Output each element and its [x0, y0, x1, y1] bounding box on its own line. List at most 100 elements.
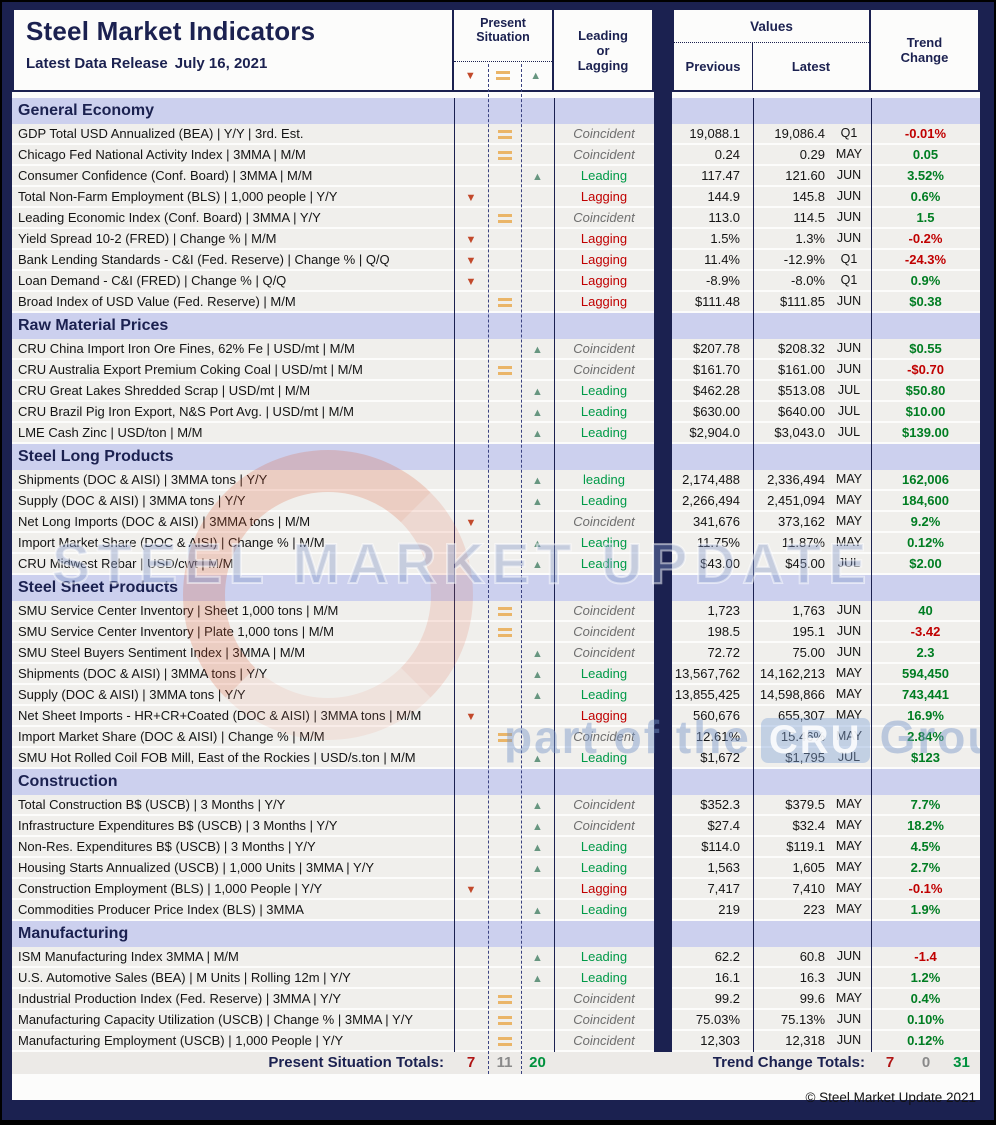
trend-change-value: -3.42 [871, 622, 980, 641]
present-situation-down-cell [454, 900, 488, 919]
section-title: Steel Sheet Products [12, 575, 654, 601]
latest-value: $111.85 [753, 292, 827, 311]
latest-value: $45.00 [753, 554, 827, 573]
indicator-name: CRU Midwest Rebar | USD/cwt | M/M [12, 554, 454, 573]
period-label: MAY [827, 900, 871, 919]
present-situation-up-cell [521, 1031, 554, 1050]
equal-icon [497, 298, 512, 308]
leading-lagging-header: Leading or Lagging [552, 10, 652, 90]
present-situation-down-cell [454, 858, 488, 877]
trend-change-value: 3.52% [871, 166, 980, 185]
latest-value: 373,162 [753, 512, 827, 531]
latest-value: 223 [753, 900, 827, 919]
latest-value: 11.87% [753, 533, 827, 552]
section-header: Steel Sheet Products [12, 575, 980, 601]
latest-value: 655,307 [753, 706, 827, 725]
present-situation-down-cell [454, 292, 488, 311]
present-situation-down-cell [454, 533, 488, 552]
previous-value: 62.2 [672, 947, 753, 966]
present-situation-legend: ▼ ▲ [454, 62, 552, 90]
period-label: MAY [827, 837, 871, 856]
present-situation-up-cell: ▲ [521, 533, 554, 552]
trend-change-value: $0.38 [871, 292, 980, 311]
latest-value: $161.00 [753, 360, 827, 379]
trend-change-value: 184,600 [871, 491, 980, 510]
present-situation-up-cell [521, 622, 554, 641]
previous-value: $161.70 [672, 360, 753, 379]
indicator-row: Shipments (DOC & AISI) | 3MMA tons | Y/Y… [12, 470, 980, 489]
indicator-row: LME Cash Zinc | USD/ton | M/M ▲ Leading $2,… [12, 423, 980, 442]
present-situation-totals-label: Present Situation Totals: [268, 1054, 444, 1071]
classification-label: Lagging [554, 292, 654, 311]
section-header-fill [672, 921, 980, 947]
present-situation-label: Present Situation [454, 10, 552, 62]
present-situation-up-cell: ▲ [521, 402, 554, 421]
present-situation-up-cell [521, 706, 554, 725]
period-label: MAY [827, 512, 871, 531]
present-situation-equal-cell [488, 512, 521, 531]
latest-value: 2,451,094 [753, 491, 827, 510]
equal-icon [497, 214, 512, 224]
indicator-name: GDP Total USD Annualized (BEA) | Y/Y | 3… [12, 124, 454, 143]
period-label: Q1 [827, 250, 871, 269]
indicator-row: Manufacturing Employment (USCB) | 1,000 … [12, 1031, 980, 1050]
trend-totals-up: 31 [953, 1054, 970, 1071]
indicator-name: Chicago Fed National Activity Index | 3M… [12, 145, 454, 164]
latest-value: 1,605 [753, 858, 827, 877]
present-situation-down-cell: ▼ [454, 706, 488, 725]
present-situation-down-cell [454, 727, 488, 746]
present-situation-equal-cell [488, 622, 521, 641]
previous-value: $207.78 [672, 339, 753, 358]
present-situation-down-cell [454, 685, 488, 704]
present-situation-down-cell: ▼ [454, 512, 488, 531]
present-situation-down-cell: ▼ [454, 879, 488, 898]
up-arrow-icon: ▲ [532, 386, 543, 398]
release-label: Latest Data Release [26, 55, 168, 72]
down-arrow-icon: ▼ [465, 884, 477, 896]
classification-label: Leading [554, 968, 654, 987]
previous-value: $111.48 [672, 292, 753, 311]
present-situation-equal-cell [488, 187, 521, 206]
present-situation-equal-cell [488, 1010, 521, 1029]
up-arrow-icon: ▲ [532, 905, 543, 917]
trend-change-value: -0.01% [871, 124, 980, 143]
classification-label: Coincident [554, 124, 654, 143]
trend-change-value: 0.6% [871, 187, 980, 206]
previous-value: 12,303 [672, 1031, 753, 1050]
present-situation-equal-cell [488, 664, 521, 683]
present-situation-up-cell: ▲ [521, 968, 554, 987]
present-situation-up-cell: ▲ [521, 491, 554, 510]
indicator-name: Leading Economic Index (Conf. Board) | 3… [12, 208, 454, 227]
indicator-name: Yield Spread 10-2 (FRED) | Change % | M/… [12, 229, 454, 248]
totals-spacer [554, 1052, 654, 1074]
indicator-name: Loan Demand - C&I (FRED) | Change % | Q/… [12, 271, 454, 290]
up-arrow-icon: ▲ [530, 70, 542, 82]
indicator-row: SMU Steel Buyers Sentiment Index | 3MMA … [12, 643, 980, 662]
classification-label: Leading [554, 900, 654, 919]
present-situation-down-cell [454, 748, 488, 767]
present-situation-down-cell [454, 1031, 488, 1050]
period-label: JUL [827, 554, 871, 573]
classification-label: Lagging [554, 187, 654, 206]
classification-label: Leading [554, 166, 654, 185]
previous-value: -8.9% [672, 271, 753, 290]
totals-row: Present Situation Totals: 7 11 20 Trend … [12, 1052, 980, 1074]
previous-value: $630.00 [672, 402, 753, 421]
latest-value: 15.46% [753, 727, 827, 746]
latest-column-label: Latest [791, 59, 831, 74]
down-arrow-icon: ▼ [465, 276, 477, 288]
period-label: MAY [827, 879, 871, 898]
indicator-row: Total Construction B$ (USCB) | 3 Months … [12, 795, 980, 814]
section-header: Construction [12, 769, 980, 795]
values-subheaders: Previous Latest [674, 43, 869, 90]
present-situation-up-cell: ▲ [521, 339, 554, 358]
indicator-name: Construction Employment (BLS) | 1,000 Pe… [12, 879, 454, 898]
up-arrow-icon: ▲ [532, 800, 543, 812]
indicator-name: SMU Service Center Inventory | Sheet 1,0… [12, 601, 454, 620]
previous-value: 341,676 [672, 512, 753, 531]
classification-label: Leading [554, 491, 654, 510]
present-situation-equal-cell [488, 229, 521, 248]
latest-value: $208.32 [753, 339, 827, 358]
up-arrow-icon: ▲ [532, 753, 543, 765]
previous-value: $114.0 [672, 837, 753, 856]
